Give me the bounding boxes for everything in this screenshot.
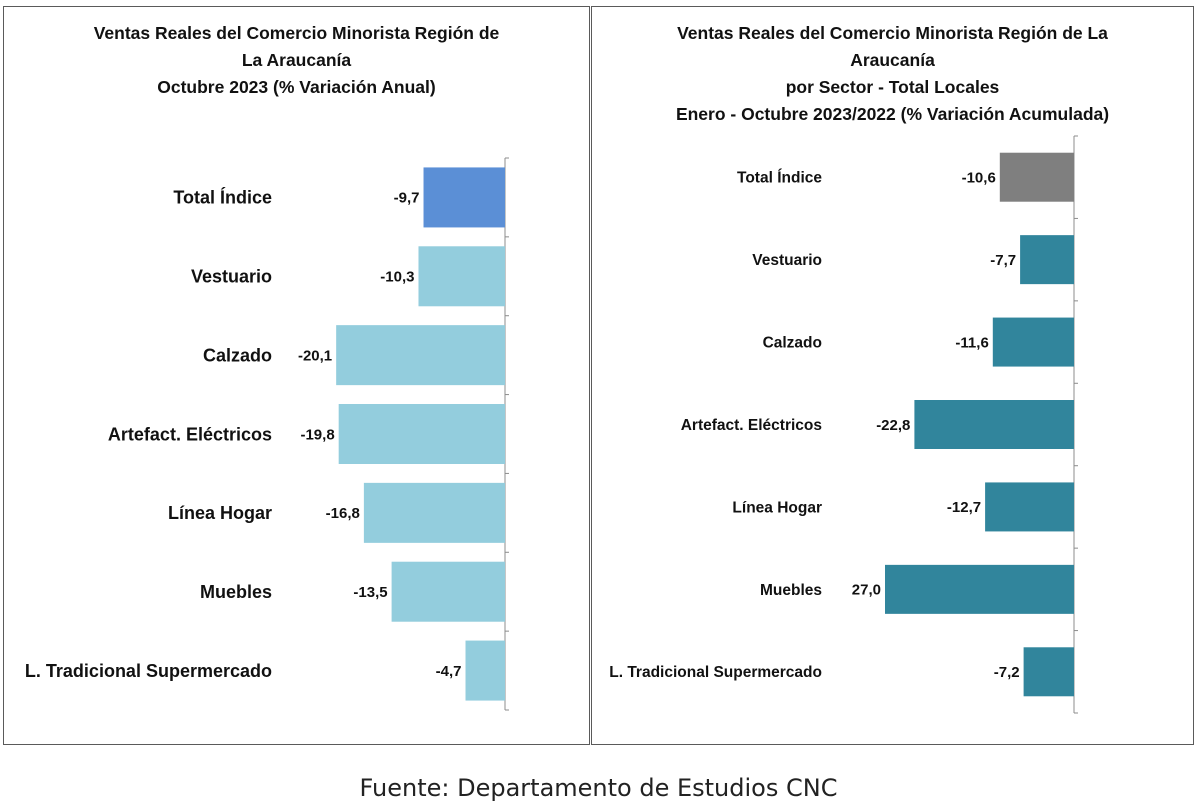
category-label: Muebles xyxy=(760,582,822,599)
chart-title-line: Enero - Octubre 2023/2022 (% Variación A… xyxy=(675,104,1110,124)
data-label: -10,3 xyxy=(380,269,414,286)
data-label: -20,1 xyxy=(298,347,332,364)
bar xyxy=(999,152,1074,202)
category-label: Calzado xyxy=(763,334,822,351)
category-label: Vestuario xyxy=(752,252,822,269)
category-label: L. Tradicional Supermercado xyxy=(25,661,272,681)
source-note: Fuente: Departamento de Estudios CNC xyxy=(359,774,838,802)
category-label: Calzado xyxy=(203,345,272,365)
category-label: Vestuario xyxy=(191,267,272,287)
bar-chart-annual: -9,7 Total Índice -10,3 Vestuario -20,1 Calza… xyxy=(25,157,509,711)
data-label: -9,7 xyxy=(394,190,420,207)
bar xyxy=(1023,647,1074,697)
category-label: Línea Hogar xyxy=(168,503,272,523)
chart-title-line: por Sector - Total Locales xyxy=(785,77,1000,97)
category-label: Muebles xyxy=(200,582,272,602)
chart-title: Ventas Reales del Comercio Minorista Reg… xyxy=(592,20,1193,128)
data-label: -19,8 xyxy=(300,426,334,443)
category-label: Total Índice xyxy=(737,170,822,187)
category-label: L. Tradicional Supermercado xyxy=(609,664,822,681)
data-label: -7,7 xyxy=(990,252,1016,269)
bar xyxy=(423,167,505,228)
chart-title-line: Octubre 2023 (% Variación Anual) xyxy=(157,77,436,97)
bar xyxy=(418,246,505,307)
bar xyxy=(391,561,505,622)
data-label: -16,8 xyxy=(326,505,360,522)
data-label: -22,8 xyxy=(876,417,910,434)
chart-panel-annual: Ventas Reales del Comercio Minorista Reg… xyxy=(3,6,590,745)
category-label: Total Índice xyxy=(173,187,272,208)
bar xyxy=(338,404,505,464)
data-label: -7,2 xyxy=(994,664,1020,681)
data-label: -12,7 xyxy=(947,499,981,516)
bar xyxy=(465,640,505,701)
bar xyxy=(992,317,1074,367)
category-label: Línea Hogar xyxy=(732,499,822,516)
bar xyxy=(985,482,1074,532)
data-label: -4,7 xyxy=(436,663,462,680)
data-label: 27,0 xyxy=(852,582,881,599)
chart-title-line: Ventas Reales del Comercio Minorista Reg… xyxy=(677,23,1108,43)
bar xyxy=(914,400,1074,449)
bar xyxy=(1020,235,1074,285)
bar xyxy=(336,325,505,386)
category-label: Artefact. Eléctricos xyxy=(108,424,272,444)
bar xyxy=(885,564,1074,614)
chart-title: Ventas Reales del Comercio Minorista Reg… xyxy=(4,20,589,101)
chart-title-line: La Araucanía xyxy=(241,50,352,70)
category-label: Artefact. Eléctricos xyxy=(681,417,822,434)
data-label: -10,6 xyxy=(962,169,996,186)
chart-panel-cumulative: Ventas Reales del Comercio Minorista Reg… xyxy=(591,6,1194,745)
bar xyxy=(363,482,505,543)
data-label: -11,6 xyxy=(955,334,988,351)
chart-title-line: Araucanía xyxy=(850,50,935,70)
bar-chart-cumulative: -10,6 Total Índice -7,7 Vestuario -11,6 Calza… xyxy=(609,135,1078,714)
chart-title-line: Ventas Reales del Comercio Minorista Reg… xyxy=(93,23,500,43)
data-label: -13,5 xyxy=(353,584,387,601)
